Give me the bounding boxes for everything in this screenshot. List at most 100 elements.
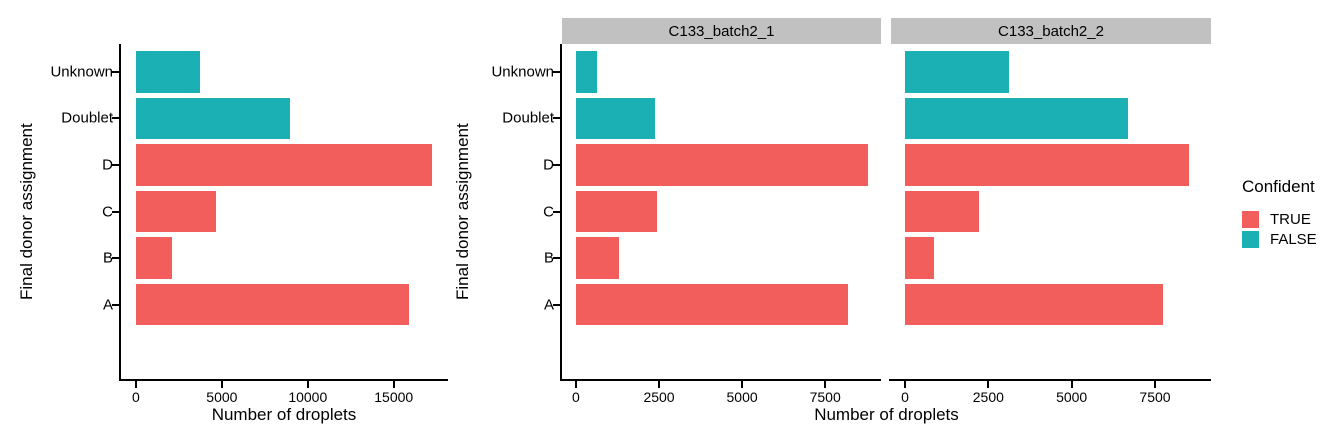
y-axis-label-b: B bbox=[102, 249, 113, 267]
bar-doublet bbox=[575, 97, 655, 140]
y-axis-title-facets: Final donor assignment bbox=[453, 123, 472, 300]
x-axis-line-facet-1 bbox=[560, 379, 881, 381]
bar-c bbox=[575, 190, 658, 233]
bar-a bbox=[135, 283, 410, 326]
x-tick bbox=[306, 381, 309, 388]
x-axis-tick-labels-combined: 0 5000 10000 15000 bbox=[121, 390, 447, 405]
x-tick-label: 7500 bbox=[1139, 389, 1171, 405]
y-axis-labels-combined: Unknown Doublet D C B A bbox=[34, 44, 113, 379]
y-tick bbox=[112, 117, 119, 120]
bar-d bbox=[575, 144, 868, 186]
x-tick-label: 5000 bbox=[1056, 389, 1088, 405]
bar-doublet bbox=[905, 97, 1129, 140]
y-axis-label-doublet: Doublet bbox=[61, 109, 113, 127]
y-axis-line-combined bbox=[119, 44, 121, 381]
y-tick bbox=[112, 210, 119, 213]
legend-label-false: FALSE bbox=[1270, 230, 1317, 248]
facet-strip-1-label: C133_batch2_1 bbox=[668, 22, 775, 40]
y-tick bbox=[112, 70, 119, 73]
x-axis-line-facet-2 bbox=[889, 379, 1211, 381]
y-tick bbox=[112, 303, 119, 306]
x-axis-ticks-combined bbox=[121, 381, 447, 388]
y-axis-label-a: A bbox=[543, 296, 554, 314]
x-tick-label: 2500 bbox=[643, 389, 675, 405]
y-tick bbox=[553, 303, 560, 306]
bar-b bbox=[575, 237, 620, 279]
y-axis-label-unknown: Unknown bbox=[50, 63, 113, 81]
bar-c bbox=[905, 190, 980, 233]
x-tick bbox=[1070, 381, 1073, 388]
y-axis-label-c: C bbox=[102, 203, 113, 220]
bar-b bbox=[135, 237, 173, 279]
legend-title: Confident bbox=[1242, 177, 1315, 196]
y-axis-label-c: C bbox=[543, 203, 554, 220]
plot-panel-facet-1 bbox=[562, 44, 881, 379]
x-axis-title-facets: Number of droplets bbox=[814, 405, 959, 424]
facet-strip-1: C133_batch2_1 bbox=[562, 18, 881, 44]
x-tick bbox=[904, 381, 906, 388]
x-tick bbox=[134, 381, 137, 388]
bar-c bbox=[135, 190, 216, 233]
x-axis-tick-labels-facet-2: 0 2500 5000 7500 bbox=[891, 390, 1211, 405]
bar-d bbox=[905, 144, 1189, 186]
x-axis-tick-labels-facet-1: 0 2500 5000 7500 bbox=[562, 390, 881, 405]
x-tick-label: 2500 bbox=[972, 389, 1004, 405]
facet-strip-2-label: C133_batch2_2 bbox=[998, 22, 1104, 40]
x-tick-label: 7500 bbox=[809, 389, 841, 405]
y-axis-label-d: D bbox=[102, 156, 113, 174]
y-tick bbox=[553, 163, 560, 166]
y-axis-label-b: B bbox=[543, 249, 554, 267]
bar-a bbox=[905, 283, 1164, 326]
plot-panel-combined bbox=[121, 44, 447, 379]
x-tick-label: 0 bbox=[901, 389, 909, 405]
x-tick-label: 10000 bbox=[288, 389, 328, 405]
y-tick bbox=[553, 70, 560, 73]
x-axis-ticks-facet-2 bbox=[891, 381, 1211, 388]
bar-doublet bbox=[135, 97, 290, 140]
x-tick-label: 15000 bbox=[374, 389, 414, 405]
y-tick bbox=[553, 210, 560, 213]
x-axis-line-combined bbox=[119, 379, 448, 381]
x-axis-ticks-facet-1 bbox=[562, 381, 881, 388]
x-tick bbox=[1154, 381, 1156, 388]
x-tick bbox=[824, 381, 827, 388]
y-tick bbox=[112, 163, 119, 166]
x-tick-label: 0 bbox=[132, 389, 140, 405]
facet-strip-2: C133_batch2_2 bbox=[891, 18, 1211, 44]
bar-unknown bbox=[135, 50, 200, 93]
x-tick bbox=[392, 381, 395, 388]
x-tick bbox=[741, 381, 744, 388]
y-axis-ticks-combined bbox=[112, 44, 119, 379]
y-axis-label-doublet: Doublet bbox=[502, 109, 554, 127]
legend-item-true: TRUE bbox=[1242, 209, 1317, 229]
bar-d bbox=[135, 144, 432, 186]
x-tick-label: 5000 bbox=[726, 389, 758, 405]
y-axis-line-facet-1 bbox=[560, 44, 562, 381]
plot-panel-facet-2 bbox=[891, 44, 1211, 379]
bar-unknown bbox=[905, 50, 1009, 93]
legend-item-false: FALSE bbox=[1242, 229, 1317, 249]
x-tick bbox=[220, 381, 223, 388]
x-tick bbox=[987, 381, 990, 388]
y-tick bbox=[112, 257, 119, 260]
bar-a bbox=[575, 283, 849, 326]
y-axis-labels-facets: Unknown Doublet D C B A bbox=[475, 44, 554, 379]
legend: Confident TRUE FALSE bbox=[1242, 177, 1317, 249]
x-tick bbox=[658, 381, 661, 388]
legend-label-true: TRUE bbox=[1270, 210, 1311, 228]
y-axis-label-unknown: Unknown bbox=[491, 63, 554, 81]
legend-swatch-true bbox=[1242, 210, 1259, 228]
legend-swatch-false bbox=[1242, 230, 1259, 248]
y-tick bbox=[553, 257, 560, 260]
x-tick-label: 0 bbox=[572, 389, 580, 405]
x-tick bbox=[574, 381, 577, 388]
bar-b bbox=[905, 237, 934, 279]
y-axis-ticks-facets bbox=[553, 44, 560, 379]
x-tick-label: 5000 bbox=[206, 389, 238, 405]
x-axis-title-combined: Number of droplets bbox=[211, 405, 357, 424]
y-tick bbox=[553, 117, 560, 120]
y-axis-label-d: D bbox=[543, 156, 554, 174]
y-axis-label-a: A bbox=[102, 296, 113, 314]
bar-unknown bbox=[575, 50, 598, 93]
